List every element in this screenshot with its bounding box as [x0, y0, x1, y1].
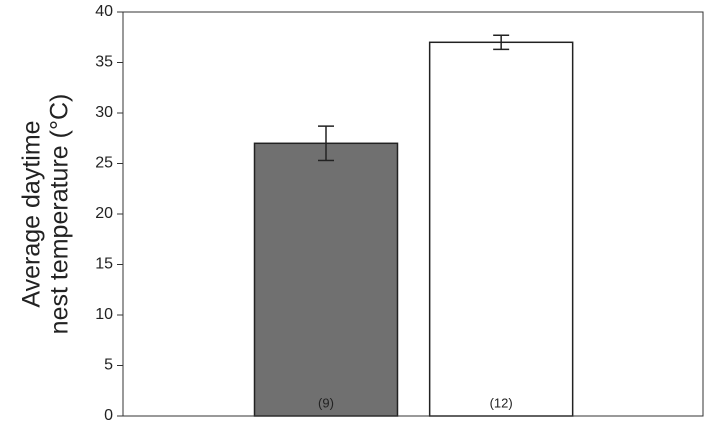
y-tick-label: 20: [95, 205, 113, 222]
y-tick-label: 0: [104, 407, 113, 422]
y-tick-label: 5: [104, 357, 113, 374]
y-tick-label: 15: [95, 256, 113, 273]
plot-frame: [122, 11, 704, 417]
y-tick-label: 40: [95, 3, 113, 20]
sample-size-label: (9): [318, 395, 334, 410]
error-bar: [493, 34, 510, 51]
bar: [253, 142, 399, 417]
sample-size-label: (12): [490, 395, 513, 410]
y-tick-label: 35: [95, 54, 113, 71]
y-axis-label: Average daytime: [18, 120, 46, 307]
y-axis-label: nest temperature (°C): [46, 94, 74, 335]
y-tick-label: 10: [95, 306, 113, 323]
y-tick-label: 30: [95, 104, 113, 121]
y-tick-label: 25: [95, 155, 113, 172]
error-bar: [318, 125, 334, 162]
bar: [428, 41, 574, 417]
